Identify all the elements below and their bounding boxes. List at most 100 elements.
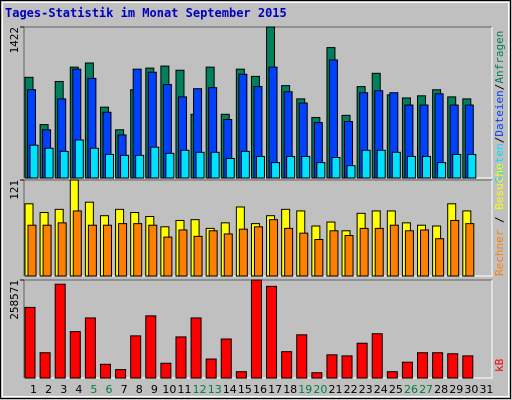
legend-entry: Anfragen — [493, 31, 506, 84]
bar — [422, 155, 432, 179]
bar — [130, 335, 142, 379]
bar — [24, 306, 36, 379]
bar — [437, 162, 447, 179]
bar — [118, 223, 128, 277]
x-tick-label: 23 — [359, 383, 373, 396]
bar — [447, 353, 459, 379]
bar — [99, 363, 111, 379]
bar — [104, 153, 114, 179]
bar — [223, 233, 233, 277]
bar — [150, 146, 160, 179]
x-tick-label: 15 — [238, 383, 252, 396]
bar — [89, 147, 99, 179]
bar — [326, 354, 338, 379]
x-tick-label: 14 — [223, 383, 237, 396]
bar — [374, 227, 384, 277]
bar — [29, 144, 39, 179]
bar — [341, 355, 353, 379]
x-tick-label: 31 — [479, 383, 493, 396]
bar — [296, 334, 308, 379]
x-tick-label: 12 — [193, 383, 207, 396]
x-tick-label: 18 — [283, 383, 297, 396]
bar — [462, 355, 474, 379]
bar — [148, 224, 158, 277]
legend-entry: Rechner — [493, 229, 506, 276]
bar — [42, 224, 52, 277]
legend-entry: kB — [493, 358, 506, 372]
legend-separator: / — [493, 137, 506, 144]
bar — [331, 157, 341, 179]
bar — [195, 151, 205, 179]
bar — [178, 229, 188, 277]
bar — [316, 162, 326, 179]
bar — [386, 371, 398, 379]
bar — [87, 224, 97, 277]
x-tick-label: 16 — [253, 383, 267, 396]
x-tick-label: 20 — [313, 383, 327, 396]
bar — [235, 371, 247, 379]
bar — [452, 153, 462, 179]
legend: Rechner / Besuche — [493, 163, 506, 276]
bar — [225, 157, 235, 179]
bar — [205, 358, 217, 379]
x-tick-label: 5 — [90, 383, 97, 396]
x-tick-label: 13 — [208, 383, 222, 396]
bar — [311, 372, 323, 379]
bar — [180, 149, 190, 179]
bar — [133, 223, 143, 277]
legend: kB — [493, 358, 506, 372]
chart-title: Tages-Statistik im Monat September 2015 — [5, 6, 287, 20]
bar — [39, 352, 51, 379]
bar — [44, 147, 54, 179]
legend-entry: Seiten — [493, 143, 506, 183]
y-tick-label: 1422 — [8, 27, 21, 54]
bar — [435, 238, 445, 277]
legend-entry: Besuche — [493, 163, 506, 209]
bar — [165, 152, 175, 179]
bar — [253, 226, 263, 277]
x-tick-label: 17 — [268, 383, 282, 396]
x-tick-label: 9 — [151, 383, 158, 396]
bar — [115, 369, 127, 379]
bar — [102, 224, 112, 277]
bar — [376, 149, 386, 179]
legend-separator: / — [493, 210, 506, 230]
bar — [406, 155, 416, 179]
bar — [190, 317, 202, 379]
x-tick-label: 6 — [106, 383, 113, 396]
bar — [356, 342, 368, 379]
bar — [163, 236, 173, 277]
x-tick-label: 25 — [389, 383, 403, 396]
bar — [69, 331, 81, 379]
x-tick-label: 24 — [374, 383, 388, 396]
bar — [120, 154, 130, 179]
bar — [208, 230, 218, 277]
bar — [359, 227, 369, 277]
x-tick-label: 3 — [60, 383, 67, 396]
bar — [268, 66, 278, 179]
bar — [286, 155, 296, 179]
x-tick-label: 2 — [45, 383, 52, 396]
x-tick-label: 19 — [298, 383, 312, 396]
x-tick-label: 1 — [30, 383, 37, 396]
bar — [238, 228, 248, 277]
bar — [314, 239, 324, 277]
legend: Seiten/Dateien/Anfragen — [493, 31, 506, 183]
bar — [74, 139, 84, 179]
bar — [54, 283, 66, 379]
bar — [240, 150, 250, 179]
bar — [465, 223, 475, 277]
y-tick-label: 258571 — [8, 280, 21, 320]
x-tick-label: 7 — [121, 383, 128, 396]
bar — [346, 165, 356, 179]
bar — [269, 219, 279, 277]
bar — [299, 232, 309, 277]
x-tick-label: 11 — [178, 383, 192, 396]
bar — [72, 210, 82, 277]
bar — [404, 230, 414, 277]
bar — [59, 150, 69, 179]
bar — [281, 351, 293, 379]
x-tick-label: 27 — [419, 383, 433, 396]
